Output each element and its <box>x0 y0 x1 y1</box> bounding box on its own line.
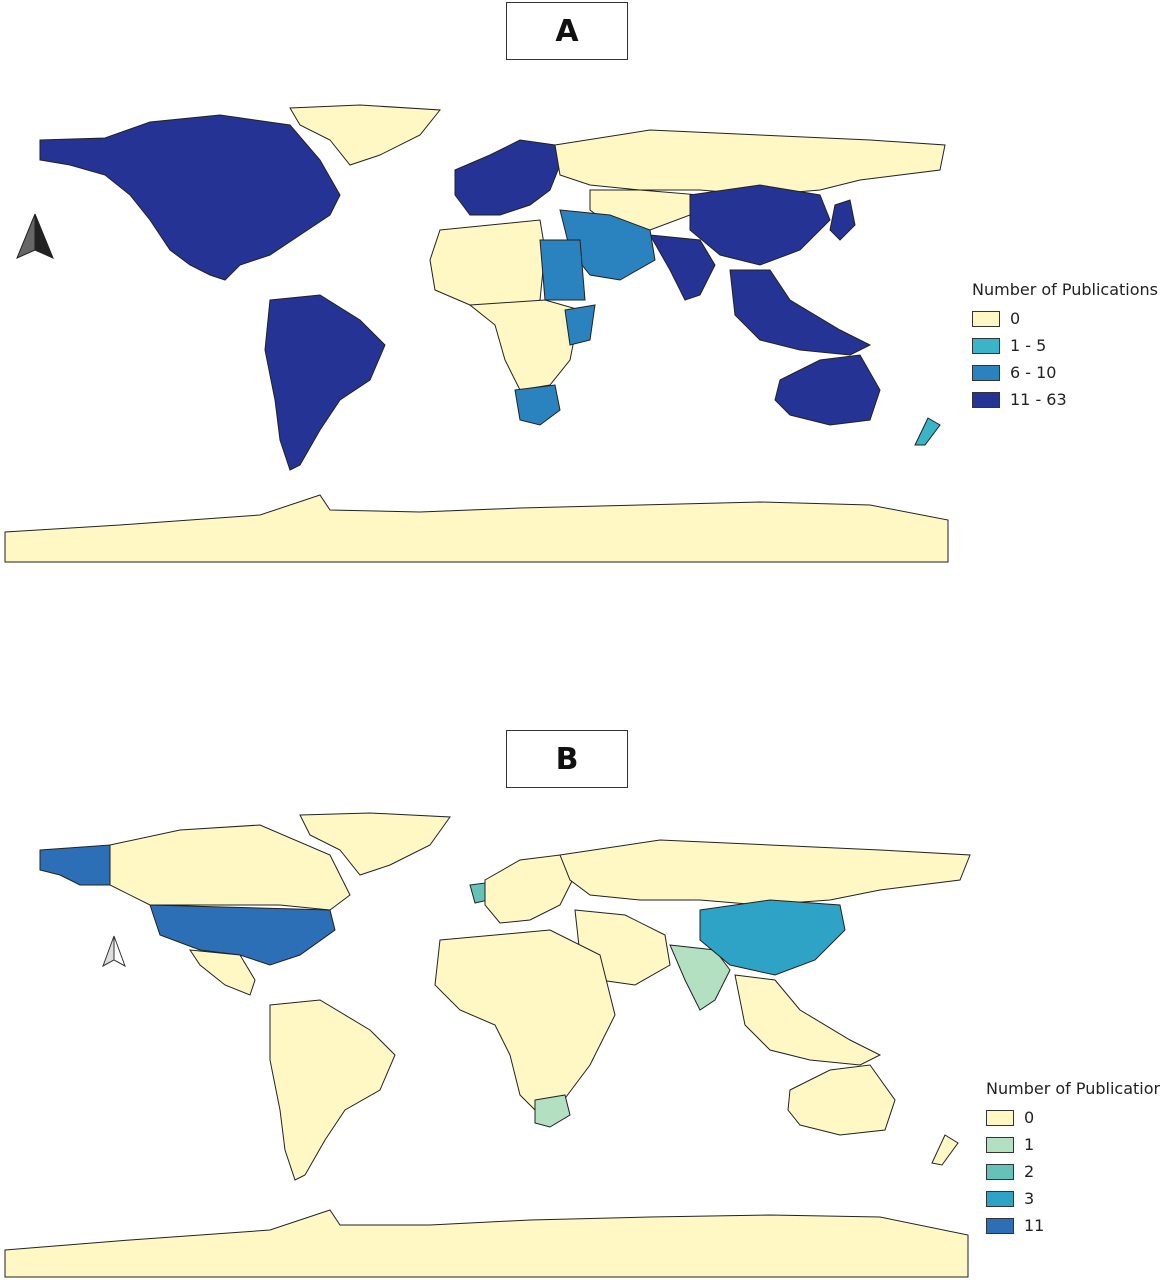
legend-a: Number of Publications 0 1 - 5 6 - 10 11… <box>972 280 1158 413</box>
region-europe <box>484 854 576 924</box>
region-usa <box>149 904 336 966</box>
legend-swatch <box>972 310 1000 327</box>
region-china <box>689 184 831 266</box>
legend-item: 11 <box>986 1212 1160 1239</box>
region-greenland <box>299 812 451 876</box>
region-central-africa <box>468 299 581 391</box>
legend-label: 2 <box>1024 1162 1035 1181</box>
legend-swatch <box>972 364 1000 381</box>
region-australia <box>774 354 881 426</box>
legend-item: 11 - 63 <box>972 386 1158 413</box>
legend-title: Number of Publications <box>972 280 1159 299</box>
legend-swatch <box>986 1217 1014 1234</box>
legend-item: 0 <box>972 305 1158 332</box>
region-southeast-asia <box>729 269 872 356</box>
region-russia <box>559 839 971 906</box>
legend-swatch <box>986 1190 1014 1207</box>
legend-label: 1 - 5 <box>1010 336 1047 355</box>
region-south-america <box>264 294 386 471</box>
legend-label: 1 <box>1024 1135 1035 1154</box>
legend-swatch <box>986 1136 1014 1153</box>
legend-label: 11 <box>1024 1216 1045 1235</box>
panel-label-b: B <box>506 730 628 788</box>
region-south-africa <box>514 384 561 426</box>
legend-item: 1 <box>986 1131 1160 1158</box>
legend-swatch <box>972 391 1000 408</box>
region-new-zealand <box>931 1134 959 1166</box>
region-europe <box>454 139 561 216</box>
region-china <box>699 899 846 976</box>
region-antarctica <box>4 1209 969 1278</box>
region-japan <box>829 199 856 241</box>
legend-title: Number of Publications <box>986 1079 1160 1098</box>
region-mexico-central <box>188 949 256 996</box>
region-south-africa <box>534 1094 571 1128</box>
legend-label: 3 <box>1024 1189 1035 1208</box>
region-egypt-sudan <box>539 239 586 301</box>
region-india <box>649 234 716 301</box>
legend-label: 11 - 63 <box>1010 390 1067 409</box>
legend-swatch <box>986 1109 1014 1126</box>
panel-label-a: A <box>506 2 628 60</box>
region-greenland <box>289 104 441 166</box>
legend-item: 6 - 10 <box>972 359 1158 386</box>
region-africa <box>434 929 616 1116</box>
region-east-africa <box>564 304 596 346</box>
legend-swatch <box>986 1163 1014 1180</box>
legend-item: 0 <box>986 1104 1160 1131</box>
legend-item: 1 - 5 <box>972 332 1158 359</box>
legend-item: 3 <box>986 1185 1160 1212</box>
legend-b: Number of Publications 0 1 2 3 11 <box>986 1079 1160 1239</box>
world-map-b <box>4 812 971 1278</box>
region-southeast-asia <box>734 974 882 1066</box>
legend-label: 0 <box>1024 1108 1035 1127</box>
legend-label: 0 <box>1010 309 1021 328</box>
region-north-america <box>39 114 341 281</box>
north-arrow-icon-b <box>102 935 126 968</box>
north-arrow-icon-a <box>16 213 54 259</box>
region-south-america <box>269 999 396 1181</box>
legend-swatch <box>972 337 1000 354</box>
legend-label: 6 - 10 <box>1010 363 1057 382</box>
world-map-a <box>4 104 949 563</box>
region-antarctica <box>4 494 949 563</box>
region-new-zealand <box>914 417 941 446</box>
region-canada <box>109 824 351 911</box>
region-russia <box>554 129 946 196</box>
legend-item: 2 <box>986 1158 1160 1185</box>
region-alaska <box>39 844 111 886</box>
region-australia <box>787 1064 896 1136</box>
